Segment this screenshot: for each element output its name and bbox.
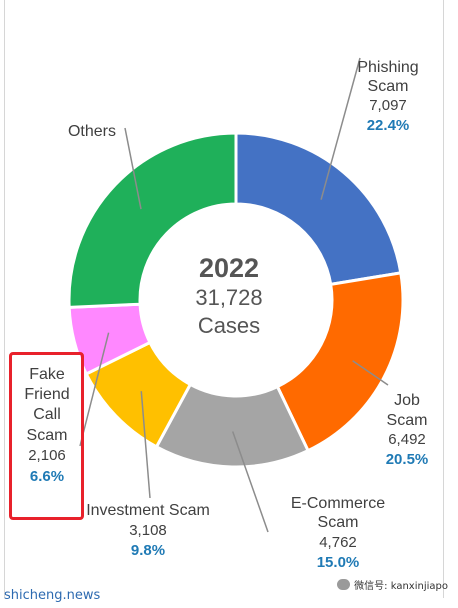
donut-slices (67, 131, 405, 469)
label-name: Fake (29, 366, 65, 383)
label-ecommerce-scam: E-Commerce Scam 4,762 15.0% (291, 495, 385, 571)
label-name: Scam (318, 514, 359, 531)
leader-line-ecommerce-scam (231, 431, 269, 533)
label-others: Others (68, 123, 116, 140)
center-unit: Cases (198, 313, 260, 338)
leader-line-others (124, 127, 142, 210)
label-fake-friend-call-scam: Fake Friend Call Scam 2,106 6.6% (24, 366, 69, 485)
label-name: Job (394, 392, 420, 409)
label-percent: 9.8% (131, 542, 165, 559)
label-percent: 20.5% (386, 451, 429, 468)
highlight-box (9, 352, 84, 520)
leader-line-fake-friend-call-scam (79, 332, 110, 447)
watermark-wechat-text: 微信号: kanxinjiapo (354, 581, 448, 592)
label-count: 3,108 (129, 522, 167, 539)
label-name: Scam (368, 78, 409, 95)
label-name: Scam (27, 427, 68, 444)
label-count: 6,492 (388, 431, 426, 448)
label-phishing-scam: Phishing Scam 7,097 22.4% (357, 59, 418, 134)
label-name: E-Commerce (291, 495, 385, 512)
center-total: 31,728 (195, 285, 262, 310)
chart-frame (4, 0, 444, 598)
label-name: Others (68, 123, 116, 140)
label-name: Friend (24, 386, 69, 403)
label-count: 7,097 (369, 97, 407, 114)
wechat-icon (337, 579, 351, 590)
label-name: Phishing (357, 59, 418, 76)
label-name: Investment Scam (86, 502, 210, 519)
watermark-wechat: 微信号: kanxinjiapo (337, 577, 448, 592)
label-name: Call (33, 406, 61, 423)
label-count: 2,106 (28, 447, 66, 464)
leader-line-job-scam (352, 360, 389, 386)
leader-line-phishing-scam (320, 57, 361, 200)
label-percent: 22.4% (367, 117, 410, 134)
slice-phishing-scam (234, 131, 403, 287)
label-percent: 6.6% (30, 468, 64, 485)
leader-line-investment-scam (140, 391, 151, 499)
center-year: 2022 (199, 253, 259, 283)
label-investment-scam: Investment Scam 3,108 9.8% (86, 502, 210, 559)
watermark-site: shicheng.news (4, 588, 101, 603)
label-count: 4,762 (319, 534, 357, 551)
leader-lines (79, 57, 389, 533)
label-name: Scam (387, 412, 428, 429)
label-job-scam: Job Scam 6,492 20.5% (386, 392, 429, 468)
slice-others (67, 131, 238, 309)
label-percent: 15.0% (317, 554, 360, 571)
